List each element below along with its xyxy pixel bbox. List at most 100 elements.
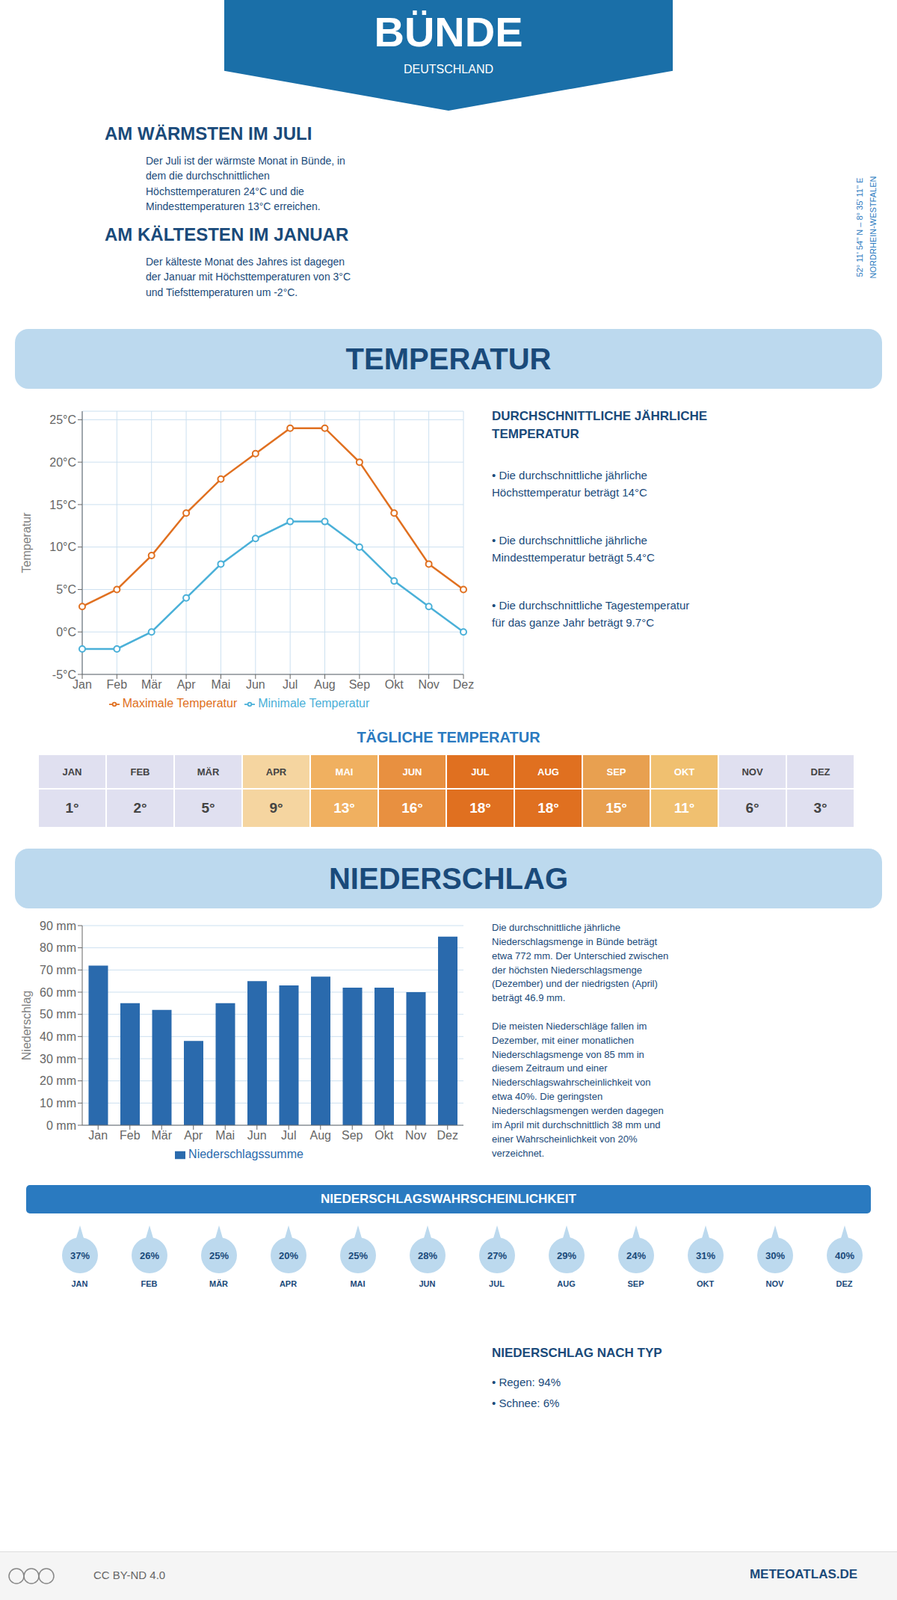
svg-text:27%: 27% bbox=[486, 1249, 507, 1262]
svg-text:0 mm: 0 mm bbox=[46, 1119, 77, 1132]
svg-text:26%: 26% bbox=[139, 1249, 159, 1262]
html-text:DEUTSCHLAND: DEUTSCHLAND bbox=[403, 62, 494, 76]
html-text:FEB: FEB bbox=[130, 765, 150, 778]
html-text:• Die durchschnittliche jährli: • Die durchschnittliche jährliche Höchst… bbox=[491, 468, 648, 499]
svg-text:90 mm: 90 mm bbox=[39, 919, 77, 933]
html-text:MÄR: MÄR bbox=[197, 765, 220, 778]
html-text:Niederschlagssumme: Niederschlagssumme bbox=[188, 1147, 304, 1161]
svg-text:50 mm: 50 mm bbox=[39, 1007, 77, 1021]
svg-text:Mär: Mär bbox=[141, 677, 163, 691]
svg-text:10°C: 10°C bbox=[49, 540, 77, 554]
svg-text:Mai: Mai bbox=[211, 677, 231, 691]
html-text:18°: 18° bbox=[469, 799, 492, 816]
html-text:AM WÄRMSTEN IM JULI: AM WÄRMSTEN IM JULI bbox=[104, 123, 312, 144]
html-text:2°: 2° bbox=[133, 799, 147, 816]
svg-text:80 mm: 80 mm bbox=[39, 941, 77, 954]
svg-text:20°C: 20°C bbox=[49, 455, 77, 469]
html-text:18°: 18° bbox=[537, 799, 560, 816]
svg-text:15°C: 15°C bbox=[49, 498, 77, 512]
svg-text:Jan: Jan bbox=[88, 1128, 108, 1142]
html-text:AM KÄLTESTEN IM JANUAR: AM KÄLTESTEN IM JANUAR bbox=[104, 224, 349, 245]
svg-text:40%: 40% bbox=[834, 1249, 854, 1262]
svg-text:Feb: Feb bbox=[119, 1128, 141, 1142]
html-text:NIEDERSCHLAG: NIEDERSCHLAG bbox=[328, 861, 569, 895]
svg-text:0°C: 0°C bbox=[56, 625, 77, 639]
html-text:6°: 6° bbox=[745, 799, 760, 816]
svg-text:Apr: Apr bbox=[177, 677, 197, 691]
html-text:1°: 1° bbox=[65, 799, 79, 816]
html-text:TÄGLICHE TEMPERATUR: TÄGLICHE TEMPERATUR bbox=[356, 728, 541, 746]
html-text:Der Juli ist der wärmste Monat: Der Juli ist der wärmste Monat in Bünde,… bbox=[145, 154, 346, 213]
html-text:16°: 16° bbox=[401, 799, 424, 816]
svg-text:Mär: Mär bbox=[150, 1128, 172, 1142]
html-text:• Die durchschnittliche jährli: • Die durchschnittliche jährliche Mindes… bbox=[491, 533, 655, 564]
svg-text:Jan: Jan bbox=[72, 678, 92, 691]
html-text:• Die durchschnittliche Tagest: • Die durchschnittliche Tagestemperatur … bbox=[491, 598, 690, 629]
svg-text:25°C: 25°C bbox=[49, 413, 77, 427]
svg-text:Jun: Jun bbox=[247, 1128, 267, 1142]
html-text:13°: 13° bbox=[333, 799, 355, 816]
svg-text:25%: 25% bbox=[347, 1249, 368, 1262]
svg-text:Jul: Jul bbox=[282, 677, 298, 691]
html-text:SEP: SEP bbox=[606, 765, 627, 778]
html-text:3°: 3° bbox=[813, 799, 828, 816]
html-text:• Regen: 94%: • Regen: 94% bbox=[491, 1375, 561, 1389]
svg-text:Dez: Dez bbox=[452, 677, 474, 691]
html-text:Der kälteste Monat des Jahres: Der kälteste Monat des Jahres ist dagege… bbox=[145, 255, 351, 298]
html-text:OKT: OKT bbox=[674, 765, 695, 778]
html-text:DURCHSCHNITTLICHE JÄHRLICHE TE: DURCHSCHNITTLICHE JÄHRLICHE TEMPERATUR bbox=[491, 408, 708, 441]
svg-text:31%: 31% bbox=[695, 1249, 715, 1262]
svg-text:Nov: Nov bbox=[405, 1128, 427, 1142]
svg-text:Niederschlag: Niederschlag bbox=[20, 990, 33, 1060]
html-text:15°: 15° bbox=[605, 799, 628, 816]
svg-text:Dez: Dez bbox=[437, 1128, 459, 1142]
svg-text:60 mm: 60 mm bbox=[39, 985, 77, 999]
svg-text:30 mm: 30 mm bbox=[39, 1052, 77, 1066]
html-text:APR: APR bbox=[265, 765, 287, 778]
svg-text:Feb: Feb bbox=[106, 677, 128, 691]
html-text:NIEDERSCHLAGSWAHRSCHEINLICHKEI: NIEDERSCHLAGSWAHRSCHEINLICHKEIT bbox=[320, 1191, 577, 1206]
svg-text:30%: 30% bbox=[764, 1249, 785, 1262]
svg-text:Jun: Jun bbox=[245, 677, 266, 691]
svg-text:20 mm: 20 mm bbox=[39, 1074, 77, 1087]
html-text:AUG: AUG bbox=[537, 765, 560, 778]
svg-text:5°C: 5°C bbox=[56, 583, 77, 596]
html-text:5°: 5° bbox=[201, 799, 215, 816]
html-text:BÜNDE: BÜNDE bbox=[374, 8, 523, 56]
svg-text:Temperatur: Temperatur bbox=[20, 512, 33, 574]
html-text:Maximale Temperatur: Maximale Temperatur bbox=[122, 696, 238, 710]
html-text:JUL: JUL bbox=[471, 765, 490, 778]
html-text:Minimale Temperatur: Minimale Temperatur bbox=[258, 696, 370, 710]
html-text:JAN: JAN bbox=[62, 765, 82, 778]
html-text:TEMPERATUR: TEMPERATUR bbox=[345, 341, 552, 375]
html-text:NOV: NOV bbox=[741, 765, 763, 778]
svg-text:Mai: Mai bbox=[215, 1128, 235, 1142]
svg-text:37%: 37% bbox=[69, 1249, 89, 1262]
html-text:Die durchschnittliche jährlich: Die durchschnittliche jährliche Niedersc… bbox=[491, 921, 669, 1159]
svg-text:Aug: Aug bbox=[313, 677, 335, 691]
svg-text:25%: 25% bbox=[208, 1249, 228, 1262]
svg-text:Sep: Sep bbox=[341, 1128, 364, 1142]
svg-text:Nov: Nov bbox=[417, 677, 439, 691]
html-text:MAI: MAI bbox=[335, 765, 354, 778]
html-text:NIEDERSCHLAG NACH TYP: NIEDERSCHLAG NACH TYP bbox=[491, 1345, 662, 1360]
svg-text:24%: 24% bbox=[625, 1249, 646, 1262]
svg-text:-5°C: -5°C bbox=[52, 668, 77, 681]
html-text:• Schnee: 6%: • Schnee: 6% bbox=[491, 1396, 560, 1410]
svg-text:28%: 28% bbox=[417, 1249, 437, 1262]
svg-text:Sep: Sep bbox=[349, 677, 371, 691]
svg-text:10 mm: 10 mm bbox=[39, 1096, 77, 1110]
svg-text:Okt: Okt bbox=[374, 1128, 394, 1142]
html-text:9°: 9° bbox=[269, 799, 284, 816]
svg-text:29%: 29% bbox=[556, 1249, 576, 1262]
html-text:JUN: JUN bbox=[402, 765, 422, 778]
svg-text:20%: 20% bbox=[278, 1249, 298, 1262]
html-text:METEOATLAS.DE: METEOATLAS.DE bbox=[749, 1566, 858, 1581]
svg-text:70 mm: 70 mm bbox=[39, 963, 77, 977]
svg-text:Aug: Aug bbox=[310, 1128, 332, 1142]
html-text:11°: 11° bbox=[674, 799, 695, 816]
svg-text:Okt: Okt bbox=[384, 677, 404, 691]
svg-text:Apr: Apr bbox=[183, 1128, 204, 1142]
svg-text:40 mm: 40 mm bbox=[39, 1030, 77, 1043]
svg-text:Jul: Jul bbox=[281, 1128, 297, 1142]
